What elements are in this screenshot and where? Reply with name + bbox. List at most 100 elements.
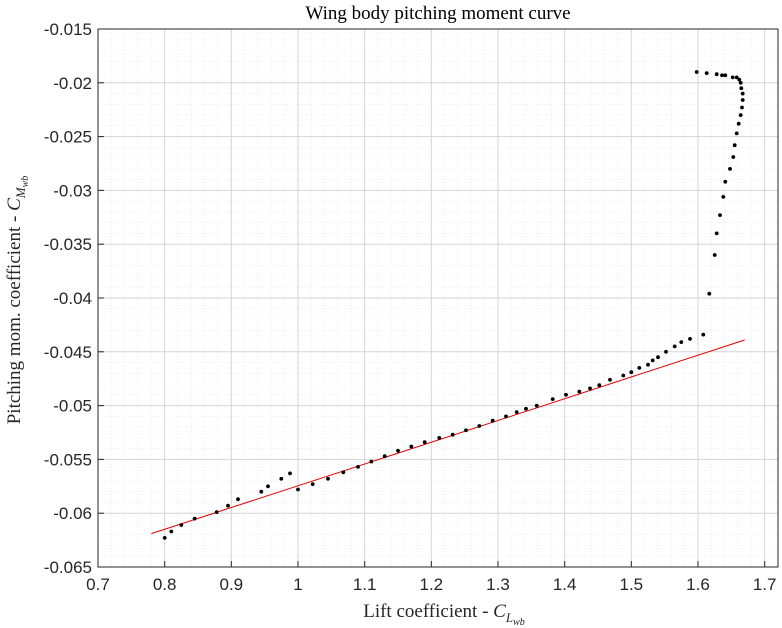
data-points [162,70,745,540]
data-point [356,465,360,469]
data-point [564,392,568,397]
data-point [734,131,739,136]
data-point [550,397,555,401]
x-tick-label: 0.7 [86,575,110,594]
data-point [162,536,167,540]
data-point [637,366,642,370]
data-point [739,86,744,91]
data-point [720,73,724,78]
data-point [214,510,219,514]
data-point [737,77,742,82]
y-tick-label: -0.035 [44,235,92,254]
data-point [369,459,374,464]
y-tick-label: -0.02 [53,74,92,93]
data-point [341,470,346,475]
y-axis-label-symbol: C [4,198,25,211]
data-point [608,377,612,382]
x-axis-ticks: 0.7 0.8 0.9 1 1.1 1.2 1.3 1.4 1.5 1.6 1.7 [86,561,776,594]
data-point [664,349,668,354]
x-axis-label: Lift coefficient - CLwb [363,601,525,628]
data-point [422,440,427,445]
data-point [588,386,592,391]
data-point [382,454,387,459]
data-point [279,476,284,481]
data-point [296,487,300,492]
y-tick-label: -0.065 [44,558,92,577]
x-tick-label: 1.4 [553,575,577,594]
data-point [714,72,719,77]
data-point [310,482,315,486]
data-point [656,355,660,360]
data-point [504,414,508,419]
x-tick-label: 0.8 [153,575,177,594]
y-axis-label: Pitching mom. coefficient - CMwb [4,176,31,425]
data-point [701,332,706,337]
y-tick-label: -0.025 [44,128,92,147]
x-tick-label: 1.1 [353,575,377,594]
data-point [688,337,692,341]
data-point [266,484,270,489]
data-point [723,73,728,78]
data-point [169,529,174,534]
x-tick-label: 1.3 [486,575,510,594]
data-point [728,167,732,171]
data-point [192,516,197,521]
data-point [450,432,455,437]
data-point [712,253,717,257]
y-tick-label: -0.06 [53,504,92,523]
y-tick-label: -0.045 [44,343,92,362]
data-point [731,155,736,159]
y-tick-label: -0.015 [44,20,92,39]
data-point [236,497,240,502]
data-point [409,444,414,449]
data-point [736,121,741,126]
y-axis-label-subsubscript: wb [20,176,31,188]
data-point [597,383,602,388]
y-axis-label-subscript: M [13,186,28,199]
data-point [694,70,699,74]
data-point [621,373,626,378]
data-point [396,448,400,453]
data-point [679,340,684,344]
x-tick-label: 1 [293,575,302,594]
data-point [477,424,482,428]
data-point [732,143,737,148]
data-point [723,179,728,184]
y-tick-label: -0.04 [53,289,92,308]
data-point [514,410,519,414]
y-tick-label: -0.03 [53,181,92,200]
x-axis-label-subscript: L [505,610,513,625]
data-point [740,98,745,102]
x-axis-label-subsubscript: wb [513,617,525,628]
data-point [738,80,743,85]
data-point [464,428,468,433]
y-tick-label: -0.05 [53,397,92,416]
chart-title: Wing body pitching moment curve [305,3,570,24]
data-point [437,436,442,440]
major-grid [97,28,778,568]
data-point [740,91,745,96]
data-point [734,75,739,80]
data-point [707,291,712,296]
data-point [672,344,677,349]
data-point [730,75,735,80]
x-tick-label: 0.9 [220,575,244,594]
linear-fit-line [151,339,745,535]
y-tick-label: -0.055 [44,450,92,469]
data-point [704,71,709,75]
data-point [179,523,184,527]
data-point [738,113,743,117]
x-tick-label: 1.6 [686,575,710,594]
y-axis-ticks: -0.065 -0.06 -0.055 -0.05 -0.045 -0.04 -0.035 -… [44,20,104,577]
data-point [288,471,292,476]
x-tick-label: 1.2 [420,575,444,594]
data-point [524,406,528,411]
data-point [577,389,582,394]
data-point [646,362,650,367]
x-tick-label: 1.7 [753,575,777,594]
data-point [259,489,264,494]
data-point [629,370,634,375]
x-tick-label: 1.5 [620,575,644,594]
x-axis-label-text: Lift coefficient - [363,601,493,622]
